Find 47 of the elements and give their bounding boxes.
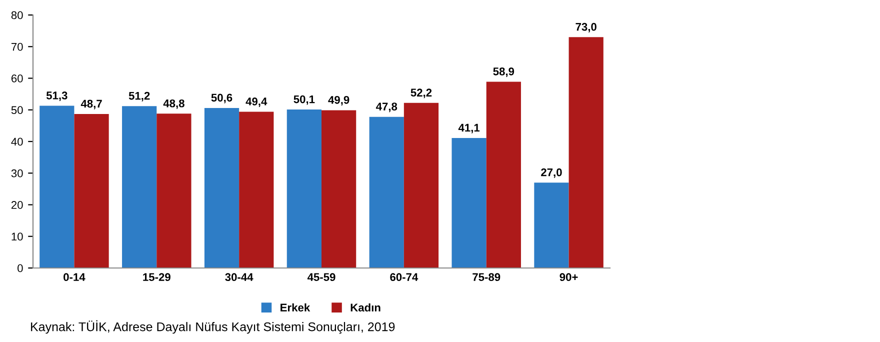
text: Kaynak: TÜİK, Adrese Dayalı Nüfus Kayıt Sistemi Sonuçları, 2019 <box>31 320 395 334</box>
data-label: 51,3 <box>46 92 68 102</box>
y-tick-label: 70 <box>11 42 23 51</box>
data-label: 50,1 <box>294 95 315 105</box>
bar <box>204 108 240 268</box>
bar <box>404 102 439 268</box>
x-tick-label: 60-74 <box>390 273 418 282</box>
legend-label: Erkek <box>280 303 310 312</box>
x-tick-label: 15-29 <box>143 273 170 282</box>
data-label: 49,9 <box>328 96 350 106</box>
bar <box>322 110 356 268</box>
bar <box>568 37 604 268</box>
y-tick-label: 60 <box>11 74 23 82</box>
x-tick-label: 45-59 <box>307 273 336 282</box>
y-tick-label: 0 <box>18 264 23 272</box>
y-tick-label: 40 <box>11 138 23 146</box>
y-tick-label: 20 <box>11 201 23 209</box>
bar <box>74 114 109 268</box>
bar <box>286 110 322 268</box>
data-label: 73,0 <box>576 22 596 32</box>
x-tick-label: 30-44 <box>225 273 254 282</box>
bar <box>534 182 569 268</box>
bar <box>369 116 404 268</box>
bar <box>239 112 274 268</box>
bar <box>40 106 74 268</box>
bar <box>452 138 486 268</box>
data-label: 48,7 <box>80 100 102 110</box>
x-tick-label: 75-89 <box>472 273 500 282</box>
y-tick-label: 10 <box>12 232 23 241</box>
data-label: 51,2 <box>128 92 150 102</box>
data-label: 41,1 <box>458 124 480 134</box>
y-tick-label: 50 <box>11 106 23 114</box>
bar <box>122 106 157 268</box>
x-tick-label: 90+ <box>560 273 578 282</box>
data-label: 49,4 <box>246 98 268 108</box>
bar <box>486 82 521 268</box>
y-tick-label: 80 <box>11 11 23 20</box>
data-label: 27,0 <box>541 168 562 178</box>
data-label: 47,8 <box>376 102 398 112</box>
data-label: 48,8 <box>163 99 184 109</box>
y-tick-label: 30 <box>11 169 23 178</box>
data-label: 52,2 <box>410 88 432 98</box>
data-label: 50,6 <box>211 94 232 104</box>
bar <box>156 114 192 268</box>
data-label: 58,9 <box>493 68 514 77</box>
x-tick-label: 0-14 <box>64 273 86 282</box>
legend-label: Kadın <box>350 303 380 312</box>
